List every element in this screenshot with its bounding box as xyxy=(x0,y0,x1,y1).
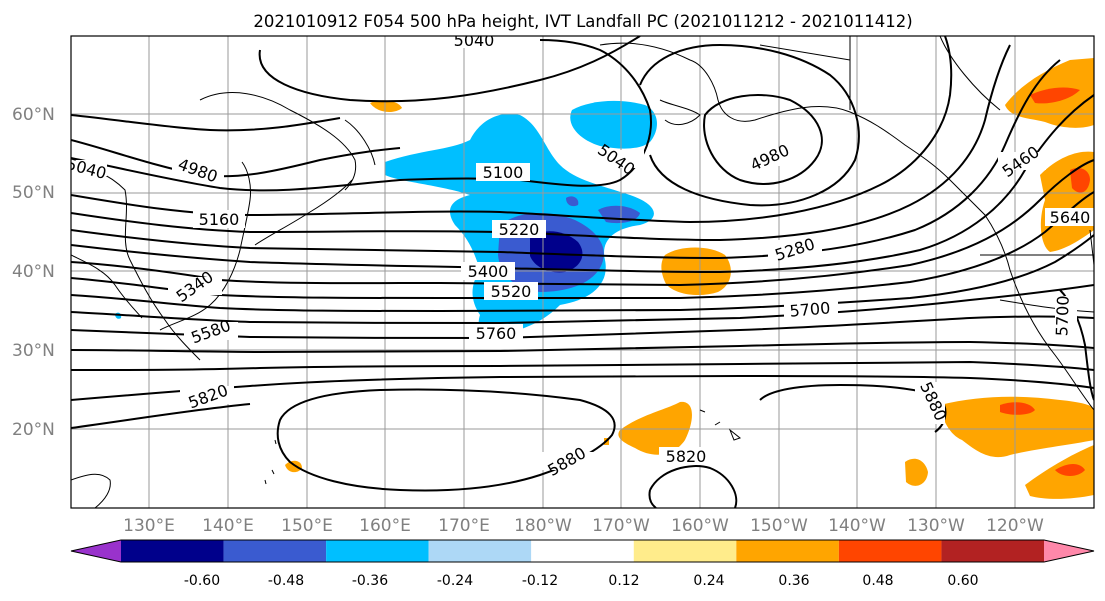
lon-label: 120°W xyxy=(986,516,1044,536)
colorbar-segment xyxy=(633,540,737,562)
colorbar-tick-label: 0.48 xyxy=(862,573,893,589)
colorbar-segment xyxy=(736,540,839,562)
map-frame xyxy=(70,35,1095,509)
lon-label: 150°E xyxy=(281,516,333,536)
colorbar-tick-label: 0.36 xyxy=(778,573,809,589)
colorbar-segment xyxy=(941,540,1044,562)
lat-label: 30°N xyxy=(12,341,55,361)
lon-label: 160°E xyxy=(359,516,411,536)
lat-label: 20°N xyxy=(12,420,55,440)
contour-label: 5400 xyxy=(468,262,509,281)
contour-label: 5520 xyxy=(491,282,532,301)
colorbar-segment xyxy=(531,540,634,562)
height-contours xyxy=(71,36,1094,508)
colorbar-segment xyxy=(223,540,327,562)
colorbar-tick-label: -0.36 xyxy=(352,573,388,589)
colorbar-tick-label: -0.48 xyxy=(268,573,304,589)
lon-label: 140°E xyxy=(202,516,254,536)
colorbar-tick-label: 0.12 xyxy=(608,573,639,589)
contour-label: 5760 xyxy=(476,324,517,343)
lon-label: 130°W xyxy=(907,516,965,536)
contour-label: 5640 xyxy=(1050,208,1091,227)
colorbar-tick-label: 0.60 xyxy=(947,573,978,589)
colorbar-tick-label: 0.24 xyxy=(693,573,724,589)
colorbar-segment xyxy=(838,540,942,562)
latitude-labels: 60°N 50°N 40°N 30°N 20°N xyxy=(12,105,55,440)
colorbar-segment xyxy=(428,540,532,562)
lon-label: 170°W xyxy=(592,516,650,536)
colorbar xyxy=(70,539,1095,563)
colorbar-tick-label: -0.24 xyxy=(437,573,473,589)
lon-label: 140°W xyxy=(828,516,886,536)
colorbar-segment xyxy=(121,540,224,562)
lon-label: 150°W xyxy=(750,516,808,536)
lon-label: 160°W xyxy=(671,516,729,536)
contour-label: 5700 xyxy=(789,298,831,320)
contour-label: 5700 xyxy=(1052,295,1072,336)
colorbar-outline xyxy=(70,539,1095,563)
lon-label: 180°W xyxy=(514,516,572,536)
map-title: 2021010912 F054 500 hPa height, IVT Land… xyxy=(253,12,912,31)
ivt-positive-shading xyxy=(285,58,1094,499)
longitude-labels: 130°E 140°E 150°E 160°E 170°E 180°W 170°… xyxy=(123,516,1044,536)
colorbar-segment xyxy=(326,540,429,562)
colorbar-tick-label: -0.12 xyxy=(522,573,558,589)
contour-label: 5820 xyxy=(666,447,707,466)
contour-label: 5220 xyxy=(499,220,540,239)
colorbar-segment xyxy=(1044,540,1094,562)
contour-label: 5160 xyxy=(199,210,240,229)
lat-label: 40°N xyxy=(12,262,55,282)
coastlines xyxy=(71,36,1094,508)
lon-label: 170°E xyxy=(438,516,490,536)
contour-label: 5100 xyxy=(483,163,524,182)
lat-label: 50°N xyxy=(12,183,55,203)
lon-label: 130°E xyxy=(123,516,175,536)
colorbar-tick-label: -0.60 xyxy=(184,573,220,589)
map-area: 5040 5040 4980 5100 5040 4980 5160 5220 … xyxy=(71,31,1094,508)
colorbar-ticks: -0.60 -0.48 -0.36 -0.24 -0.12 0.12 0.24 … xyxy=(184,573,979,589)
colorbar-segment xyxy=(71,540,121,562)
contour-label: 5040 xyxy=(454,31,495,50)
lat-label: 60°N xyxy=(12,105,55,125)
